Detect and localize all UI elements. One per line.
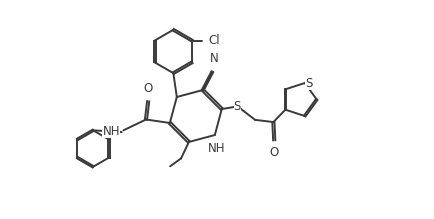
Text: S: S (233, 100, 240, 113)
Text: S: S (305, 76, 312, 90)
Text: NH: NH (102, 125, 120, 138)
Text: O: O (143, 82, 152, 95)
Text: O: O (269, 146, 278, 159)
Text: N: N (209, 52, 218, 65)
Text: NH: NH (207, 142, 225, 155)
Text: Cl: Cl (208, 34, 219, 47)
